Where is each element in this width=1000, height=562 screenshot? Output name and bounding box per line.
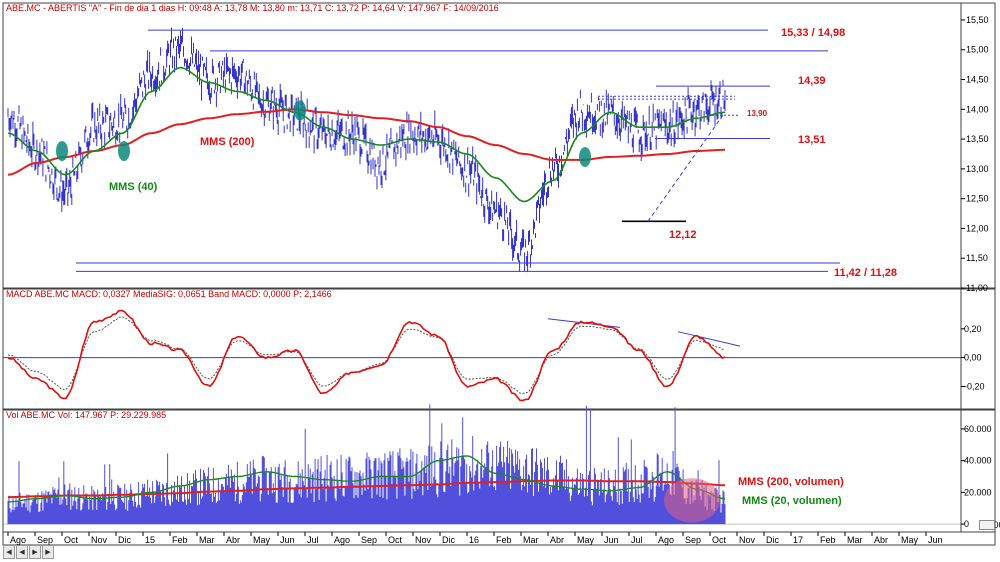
x-tick-label: Feb (820, 535, 836, 545)
macd-tick-label: 0,20 (964, 324, 982, 334)
label-level-top: 15,33 / 14,98 (781, 27, 845, 39)
volume-header: Vol ABE.MC Vol: 147.967 P: 29.229.985 (6, 410, 166, 420)
macd-header: MACD ABE.MC MACD: 0,0327 MediaSIG: 0,065… (6, 289, 332, 299)
macd-line (7, 309, 726, 402)
x-tick-label: Nov (91, 535, 108, 545)
x-tick-label: Dic (442, 535, 455, 545)
label-vol-mms200: MMS (200, volumen) (738, 476, 844, 488)
volume-mms200-line (8, 479, 725, 499)
trend-line-dashed (647, 111, 726, 222)
label-mms200: MMS (200) (200, 136, 255, 148)
label-level-1439: 14,39 (798, 75, 826, 87)
label-level-1390: 13,90 (747, 109, 768, 118)
label-mms40: MMS (40) (109, 181, 158, 193)
macd-tick-label: 0,00 (964, 353, 982, 363)
label-level-1351: 13,51 (798, 134, 826, 146)
macd-tick-label: -0,20 (964, 381, 985, 391)
x-tick-label: Oct (712, 535, 727, 545)
x-tick-label: Nov (415, 535, 432, 545)
price-tick-label: 15,00 (966, 45, 989, 55)
x-tick-label: Oct (64, 535, 79, 545)
price-tick-label: 12,50 (966, 194, 989, 204)
volume-tick-label: 40.000 (964, 456, 992, 466)
x-tick-label: Feb (496, 535, 512, 545)
price-tick-label: 11,00 (966, 283, 988, 293)
x-tick-label: Dic (766, 535, 779, 545)
label-level-bottom: 11,42 / 11,28 (834, 267, 897, 279)
macd-axis-area (960, 288, 996, 410)
price-tick-label: 13,00 (966, 164, 989, 174)
price-axis-area (960, 2, 996, 289)
volume-tick-label: 0 (964, 519, 969, 529)
x-tick-label: Dic (118, 535, 131, 545)
x-tick-label: Oct (388, 535, 403, 545)
ma-cross-marker (118, 141, 130, 161)
price-tick-label: 15,50 (966, 15, 989, 25)
x-tick-label: 15 (145, 535, 155, 545)
x-tick-label: Jun (280, 535, 295, 545)
x-tick-label: Mar (847, 535, 863, 545)
macd-divergence-line-2 (677, 331, 741, 347)
label-vol-mms20: MMS (20, volumen) (742, 495, 842, 507)
price-header: ABE.MC - ABERTIS "A" - Fin de dia 1 dias… (6, 3, 499, 13)
x-tick-label: Jun (928, 535, 943, 545)
macd-signal-line (7, 316, 726, 394)
x-tick-label: Feb (172, 535, 188, 545)
next-page-button[interactable]: ▶ (29, 545, 41, 559)
price-tick-label: 14,50 (966, 75, 989, 85)
x-tick-label: Ago (334, 535, 350, 545)
volume-tick-label: 20.000 (964, 487, 992, 497)
mms40-line (7, 66, 726, 203)
volume-tick-label: 60.000 (964, 424, 992, 434)
volume-zoom-button[interactable] (979, 520, 995, 530)
price-tick-label: 12,00 (966, 223, 989, 233)
x-tick-label: 16 (469, 535, 479, 545)
x-tick-label: Sep (37, 535, 53, 545)
price-tick-label: 11,50 (966, 253, 988, 263)
x-tick-label: Jul (307, 535, 319, 545)
x-tick-label: Mar (199, 535, 215, 545)
last-page-button[interactable]: ▶ (42, 545, 54, 559)
x-tick-label: Nov (739, 535, 756, 545)
x-tick-label: Ago (10, 535, 26, 545)
ma-cross-marker (294, 100, 306, 121)
price-bars (7, 27, 726, 273)
x-tick-label: Ago (658, 535, 674, 545)
ma-cross-marker (579, 146, 591, 167)
price-tick-label: 14,00 (966, 104, 989, 114)
price-tick-label: 13,50 (966, 134, 989, 144)
first-page-button[interactable]: ◀ (3, 545, 15, 559)
volume-mms20-line (7, 455, 726, 503)
ma-cross-marker (56, 141, 68, 161)
x-tick-label: Abr (874, 535, 888, 545)
x-tick-label: May (577, 535, 595, 545)
label-level-1212: 12,12 (669, 229, 697, 241)
x-tick-label: Abr (550, 535, 564, 545)
volume-highlight (664, 478, 720, 523)
x-tick-label: Jul (631, 535, 643, 545)
x-tick-label: 17 (793, 535, 803, 545)
x-tick-label: Abr (226, 535, 240, 545)
x-tick-label: Sep (685, 535, 701, 545)
x-tick-label: Mar (523, 535, 539, 545)
x-tick-label: Jun (604, 535, 619, 545)
prev-page-button[interactable]: ◀ (16, 545, 28, 559)
x-tick-label: Sep (361, 535, 377, 545)
x-tick-label: May (901, 535, 919, 545)
x-tick-label: May (253, 535, 271, 545)
macd-panel (2, 288, 962, 410)
